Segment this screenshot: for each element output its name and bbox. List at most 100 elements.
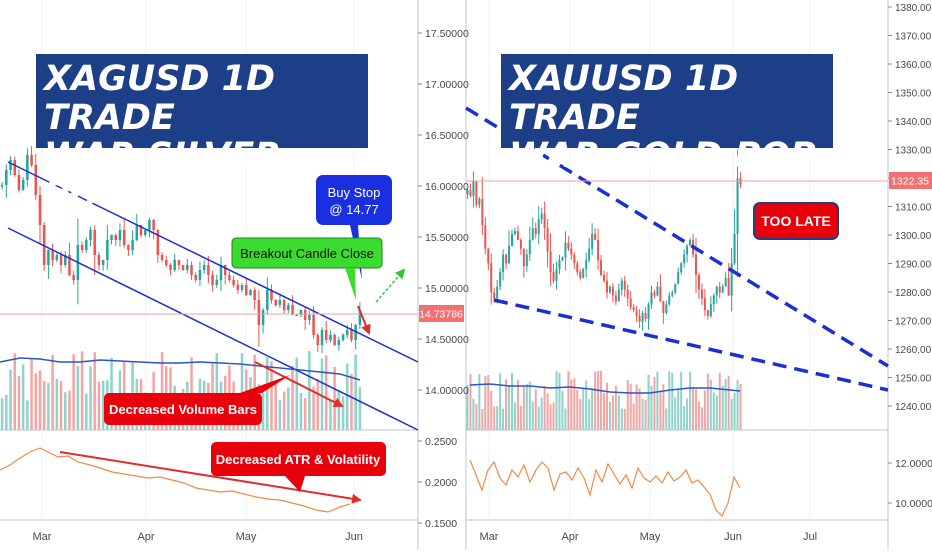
volume-bar	[266, 357, 269, 430]
volume-bar	[475, 404, 478, 430]
volume-bar	[549, 404, 552, 430]
candle-body	[594, 234, 597, 240]
candle-body	[597, 239, 600, 261]
volume-bar	[295, 357, 299, 430]
price-tick-label: 1360.00	[895, 60, 932, 71]
volume-bar	[567, 371, 570, 430]
volume-bar	[9, 369, 12, 430]
candle-body	[516, 231, 519, 240]
volume-bar	[511, 372, 513, 430]
volume-bar	[733, 392, 736, 430]
candle-body	[528, 239, 531, 255]
candle-body	[152, 220, 155, 230]
volume-bar	[623, 408, 626, 430]
volume-bar	[528, 381, 531, 430]
price-tick-label: 1310.00	[895, 203, 932, 214]
candle-body	[59, 255, 63, 265]
volume-bar	[626, 379, 629, 430]
volume-bar	[34, 373, 38, 430]
volume-bar	[570, 379, 573, 430]
candle-body	[312, 315, 315, 335]
candle-body	[261, 310, 265, 325]
price-tick-label: 15.00000	[425, 283, 469, 295]
candle-body	[469, 190, 472, 196]
volume-bar	[700, 407, 703, 430]
candle-body	[320, 330, 324, 345]
price-tick-label: 16.50000	[425, 130, 469, 142]
buy-stop-line2: @ 14.77	[329, 202, 378, 217]
volume-bar	[21, 364, 25, 430]
silver-price-axis: 17.50000 17.00000 16.50000 16.00000 15.50000…	[418, 28, 469, 397]
candle-body	[540, 213, 543, 220]
x-tick-label: Mar	[480, 531, 499, 543]
candle-body	[135, 225, 139, 240]
candle-body	[525, 254, 528, 267]
volume-bar	[513, 402, 516, 430]
candle-body	[9, 160, 12, 170]
volume-bar	[30, 358, 33, 430]
candle-body	[686, 245, 689, 255]
candle-body	[30, 155, 33, 165]
candle-body	[341, 335, 345, 340]
candle-body	[244, 285, 248, 295]
volume-bar	[525, 384, 528, 430]
gold-wedge-upper	[465, 106, 889, 368]
candle-body	[47, 250, 50, 265]
volume-bar	[484, 375, 487, 430]
buy-stop-callout: Buy Stop @ 14.77	[316, 175, 392, 280]
candle-body	[522, 248, 525, 267]
volume-bar	[641, 399, 644, 430]
candle-body	[591, 234, 594, 249]
candle-body	[122, 230, 126, 245]
candle-body	[629, 298, 632, 308]
volume-bar	[59, 381, 63, 430]
candle-body	[573, 254, 576, 264]
volume-bar	[341, 396, 345, 430]
candle-body	[626, 289, 629, 299]
volume-bar	[727, 375, 730, 430]
volume-bar	[13, 353, 16, 430]
candle-body	[650, 292, 653, 305]
silver-channel-upper	[7, 161, 419, 363]
x-tick-label: Jun	[724, 531, 742, 543]
candle-body	[324, 330, 328, 340]
x-tick-label: Mar	[33, 531, 52, 543]
candle-body	[282, 300, 286, 310]
candle-body	[13, 160, 16, 175]
volume-bar	[270, 361, 273, 430]
volume-callout: Decreased Volume Bars	[104, 375, 290, 425]
candle-body	[605, 280, 608, 293]
volume-bar	[72, 354, 75, 430]
volume-bar	[736, 380, 739, 430]
x-tick-label: Jun	[345, 531, 363, 543]
volume-bar	[324, 355, 328, 430]
volume-bar	[493, 406, 496, 430]
volume-trend-arrow	[254, 361, 344, 407]
candle-body	[644, 312, 647, 319]
price-tick-label: 1380.00	[895, 3, 932, 14]
silver-channel-lower	[7, 227, 419, 431]
gold-wedge-lower	[493, 298, 889, 392]
volume-bar	[721, 385, 724, 430]
candle-body	[475, 181, 478, 205]
candle-body	[585, 260, 588, 270]
volume-bar	[26, 400, 29, 430]
volume-bar	[730, 398, 733, 430]
volume-bar	[534, 389, 537, 430]
price-tick-label: 1270.00	[895, 317, 932, 328]
volume-bar	[695, 389, 697, 430]
candle-body	[638, 315, 641, 322]
candle-body	[543, 213, 546, 229]
candle-body	[487, 248, 490, 264]
candle-body	[308, 315, 311, 320]
atr-callout: Decreased ATR & Volatility	[211, 442, 386, 492]
volume-bar	[614, 385, 617, 430]
candle-body	[329, 335, 332, 340]
volume-bar	[89, 366, 92, 430]
candle-body	[266, 290, 269, 310]
volume-bar	[358, 387, 362, 430]
candle-body	[148, 220, 151, 230]
volume-bar	[573, 378, 576, 430]
candle-body	[531, 228, 534, 240]
candle-body	[689, 239, 692, 246]
